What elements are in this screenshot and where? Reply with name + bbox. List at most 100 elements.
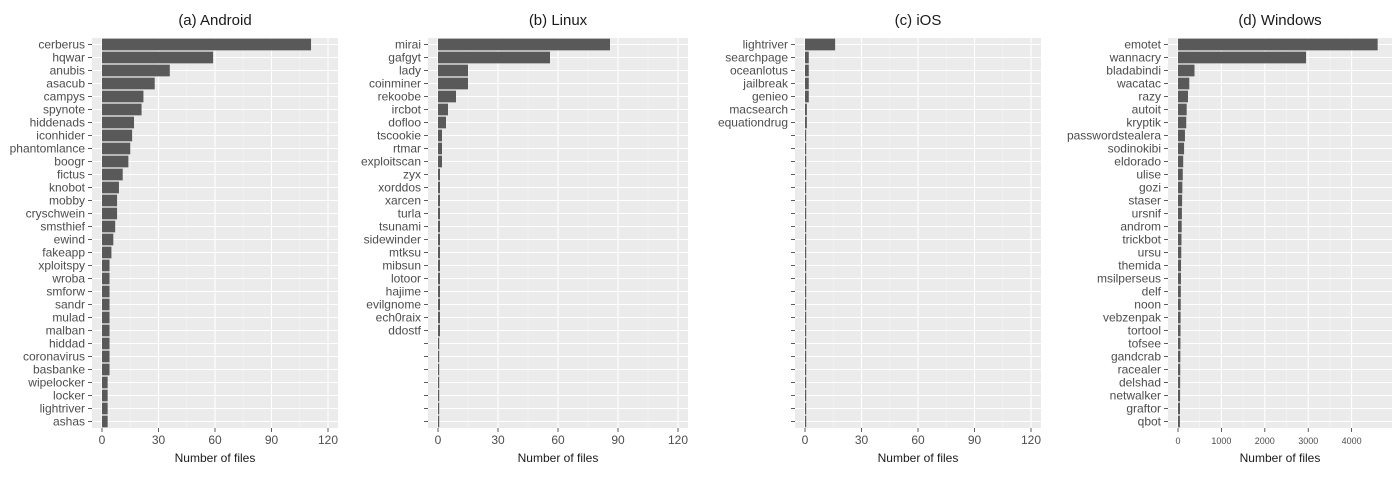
panel-2-bar	[438, 259, 440, 272]
panel-1-bar	[102, 233, 114, 246]
panel-4-bar	[1178, 272, 1181, 285]
panel-4-y-tick-label: autoit	[1132, 103, 1162, 117]
panel-1-y-tick-label: lightriver	[40, 402, 85, 416]
panel-4-x-tick-label: 4000	[1342, 436, 1362, 446]
panel-2-bar	[438, 51, 550, 64]
panel-3-bar	[805, 168, 807, 181]
panel-2-bar	[438, 129, 442, 142]
panel-1-bar	[102, 103, 142, 116]
panel-2-bar	[438, 220, 440, 233]
panel-1-bar	[102, 51, 214, 64]
panel-4-bar	[1178, 298, 1181, 311]
panel-3-y-tick-label: jailbreak	[742, 77, 789, 91]
panel-1-y-tick-label: knobot	[49, 181, 86, 195]
panel-3-bar	[805, 298, 807, 311]
panel-4-bar	[1178, 233, 1182, 246]
panel-2-y-tick-label: lotoor	[391, 272, 421, 286]
panel-1-bar	[102, 64, 170, 77]
panel-2-bar	[438, 389, 440, 402]
panel-2-bar	[438, 233, 440, 246]
panel-3-y-tick-label: equationdrug	[718, 116, 788, 130]
panel-3-bar	[805, 389, 807, 402]
panel-4-y-tick-label: gandcrab	[1111, 350, 1161, 364]
panel-4-bar	[1178, 311, 1181, 324]
panel-2-bar	[438, 363, 440, 376]
panel-1-bar	[102, 207, 118, 220]
panel-1-bar	[102, 116, 135, 129]
panel-4-y-tick-label: bladabindi	[1106, 64, 1161, 78]
panel-1-bar	[102, 77, 155, 90]
panel-3-bar	[805, 142, 807, 155]
panel-1-bar	[102, 285, 110, 298]
panel-2-bar	[438, 350, 440, 363]
panel-1-y-tick-label: smsthief	[40, 220, 85, 234]
panel-3-x-tick-label: 120	[1021, 433, 1041, 447]
panel-3-bar	[805, 64, 809, 77]
panel-3-title: (c) iOS	[895, 12, 942, 29]
panel-3-x-tick-label: 0	[802, 433, 809, 447]
panel-4-y-tick-label: passwordstealera	[1067, 129, 1161, 143]
panel-1-y-tick-label: wroba	[51, 272, 85, 286]
panel-2-x-tick-label: 0	[435, 433, 442, 447]
panel-2-bar	[438, 64, 468, 77]
panel-4-x-tick-label: 1000	[1211, 436, 1231, 446]
panel-1-y-tick-label: coronavirus	[23, 350, 85, 364]
panel-4-y-tick-label: gozi	[1139, 181, 1161, 195]
panel-4-y-tick-label: themida	[1118, 259, 1161, 273]
panel-4-y-tick-label: graftor	[1126, 402, 1161, 416]
panel-1-y-tick-label: asacub	[46, 77, 85, 91]
panel-3-bar	[805, 90, 809, 103]
panel-4-bar	[1178, 116, 1187, 129]
panel-2-x-tick-label: 90	[611, 433, 625, 447]
panel-4-y-tick-label: ursnif	[1132, 207, 1162, 221]
panel-2-y-tick-label: turla	[398, 207, 422, 221]
panel-2-bar	[438, 324, 440, 337]
panel-2-y-tick-label: xarcen	[385, 194, 421, 208]
panel-1-bar	[102, 181, 119, 194]
panel-1-bar	[102, 272, 110, 285]
panel-2-bar	[438, 298, 440, 311]
panel-3-bar	[805, 181, 807, 194]
panel-4-bar	[1178, 181, 1183, 194]
panel-4-y-tick-label: wannacry	[1109, 51, 1161, 65]
panel-1-y-tick-label: xploitspy	[38, 259, 85, 273]
panel-2-y-tick-label: ircbot	[392, 103, 422, 117]
panel-2-y-tick-label: coinminer	[369, 77, 421, 91]
panel-3-bar	[805, 116, 807, 129]
panel-2-y-tick-label: tscookie	[377, 129, 421, 143]
panel-3-bar	[805, 376, 807, 389]
panel-3-bar	[805, 311, 807, 324]
panel-3-bar	[805, 272, 807, 285]
panel-1-x-tick-label: 60	[208, 433, 222, 447]
panel-4-y-tick-label: netwalker	[1110, 389, 1161, 403]
panel-2-x-tick-label: 120	[668, 433, 688, 447]
panel-4-bar	[1178, 103, 1187, 116]
panel-1-y-tick-label: locker	[53, 389, 85, 403]
panel-1-x-tick-label: 90	[265, 433, 279, 447]
panel-4-bar	[1178, 285, 1181, 298]
panel-1-x-tick-label: 0	[99, 433, 106, 447]
panel-2-bar	[438, 142, 442, 155]
panel-4-bar	[1178, 38, 1378, 51]
panel-2-y-tick-label: ech0raix	[376, 311, 421, 325]
panel-3-bar	[805, 350, 807, 363]
panel-4-bar	[1178, 363, 1181, 376]
panel-1-y-tick-label: mobby	[49, 194, 85, 208]
panel-2-y-tick-label: zyx	[403, 168, 421, 182]
panel-2-x-axis-label: Number of files	[518, 451, 599, 465]
panel-4-x-tick-label: 3000	[1298, 436, 1318, 446]
panel-1-y-tick-label: wipelocker	[27, 376, 85, 390]
panel-3-x-tick-label: 60	[911, 433, 925, 447]
panel-1-y-tick-label: ashas	[53, 415, 85, 429]
panel-4-bar	[1178, 207, 1182, 220]
panel-3-x-tick-label: 90	[968, 433, 982, 447]
panel-1-y-tick-label: mulad	[52, 311, 85, 325]
panel-4-y-tick-label: qbot	[1138, 415, 1162, 429]
panel-2-y-tick-label: evilgnome	[366, 298, 421, 312]
panel-1-bar	[102, 311, 110, 324]
panel-3-y-tick-label: genieo	[752, 90, 788, 104]
panel-1-bar	[102, 363, 110, 376]
panel-4-y-tick-label: trickbot	[1122, 233, 1161, 247]
panel-3-bar	[805, 233, 807, 246]
panel-4-y-tick-label: staser	[1128, 194, 1161, 208]
